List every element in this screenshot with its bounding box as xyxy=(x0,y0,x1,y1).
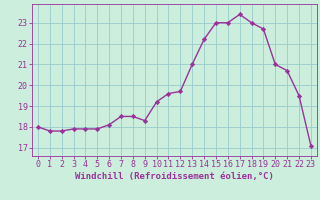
X-axis label: Windchill (Refroidissement éolien,°C): Windchill (Refroidissement éolien,°C) xyxy=(75,172,274,181)
